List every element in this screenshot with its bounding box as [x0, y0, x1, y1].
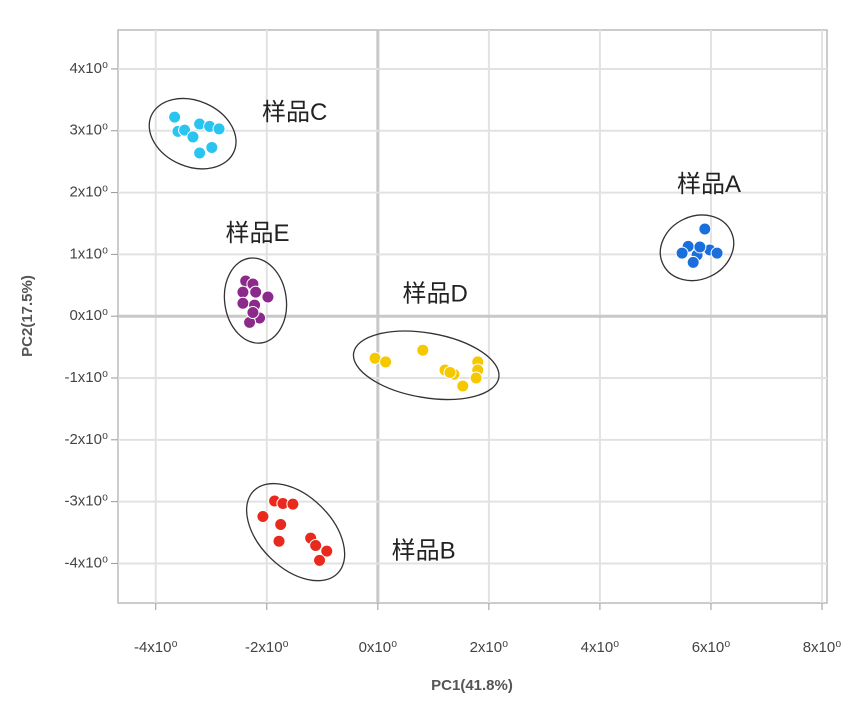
- point: [698, 222, 712, 236]
- x-tick-label: 8x10⁰: [803, 639, 842, 656]
- y-tick-label: -2x10⁰: [64, 431, 108, 448]
- y-tick-label: -4x10⁰: [64, 554, 108, 571]
- series-label: 样品E: [225, 220, 289, 247]
- y-axis-label: PC2(17.5%): [19, 275, 36, 357]
- point: [286, 497, 300, 511]
- x-tick-label: 4x10⁰: [581, 639, 620, 656]
- series-label: 样品B: [392, 537, 456, 564]
- point: [256, 509, 270, 523]
- point: [693, 240, 707, 254]
- point: [212, 122, 226, 136]
- y-tick-label: 2x10⁰: [69, 184, 108, 201]
- point: [416, 343, 430, 357]
- series-label: 样品C: [262, 99, 327, 126]
- point: [309, 539, 323, 553]
- point: [236, 285, 250, 299]
- point: [193, 146, 207, 160]
- x-tick-label: 0x10⁰: [359, 639, 398, 656]
- point: [313, 553, 327, 567]
- point: [710, 246, 724, 260]
- point: [205, 140, 219, 154]
- point: [246, 305, 260, 319]
- cluster-ellipse: [352, 330, 500, 401]
- point: [469, 371, 483, 385]
- point: [456, 379, 470, 393]
- cluster-ellipse: [245, 482, 346, 582]
- point: [675, 246, 689, 260]
- cluster-ellipse: [223, 257, 288, 344]
- x-tick-label: -2x10⁰: [245, 639, 289, 656]
- x-axis-label: PC1(41.8%): [431, 677, 513, 694]
- y-tick-label: -3x10⁰: [64, 493, 108, 510]
- point: [320, 544, 334, 558]
- y-tick-label: 3x10⁰: [69, 122, 108, 139]
- point: [443, 365, 457, 379]
- x-tick-label: -4x10⁰: [134, 639, 178, 656]
- point: [272, 534, 286, 548]
- x-tick-label: 2x10⁰: [470, 639, 509, 656]
- x-tick-label: 6x10⁰: [692, 639, 731, 656]
- point: [261, 290, 275, 304]
- point: [178, 123, 192, 137]
- point: [186, 130, 200, 144]
- y-tick-label: 0x10⁰: [69, 307, 108, 324]
- point: [274, 517, 288, 531]
- y-tick-label: 4x10⁰: [69, 60, 108, 77]
- y-tick-label: 1x10⁰: [69, 245, 108, 262]
- cluster-ellipse: [659, 214, 735, 282]
- series-label: 样品D: [403, 281, 468, 308]
- series-label: 样品A: [677, 171, 741, 198]
- point: [168, 110, 182, 124]
- point: [379, 355, 393, 369]
- point: [249, 285, 263, 299]
- y-tick-label: -1x10⁰: [64, 369, 108, 386]
- cluster-ellipse: [148, 97, 237, 170]
- point: [236, 296, 250, 310]
- point: [686, 255, 700, 269]
